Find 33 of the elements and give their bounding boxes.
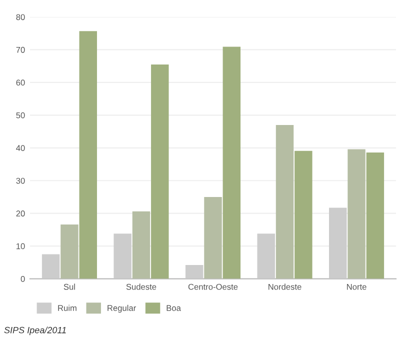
x-tick-label: Norte xyxy=(347,284,366,290)
x-tick-label: Sul xyxy=(64,284,75,290)
bar xyxy=(60,224,78,279)
bar xyxy=(114,234,132,279)
bar xyxy=(222,46,241,279)
y-tick-label: 30 xyxy=(16,178,25,184)
x-tick-label: Centro-Oeste xyxy=(188,284,238,290)
bar xyxy=(132,211,150,279)
legend-label: Ruim xyxy=(58,304,76,311)
bar xyxy=(366,152,384,279)
y-tick-label: 60 xyxy=(16,80,25,86)
legend-label: Boa xyxy=(166,305,181,311)
y-tick-label: 80 xyxy=(16,14,25,20)
legend-label: Regular xyxy=(108,304,136,313)
bar xyxy=(151,64,169,279)
x-tick-label: Sudeste xyxy=(126,284,156,290)
y-tick-label: 20 xyxy=(16,210,25,216)
x-tick-label: Nordeste xyxy=(268,284,302,290)
y-tick-label: 40 xyxy=(16,145,25,151)
y-tick-label: 50 xyxy=(16,112,25,118)
bar xyxy=(294,150,312,279)
bar xyxy=(204,196,222,279)
y-tick-label: 10 xyxy=(16,243,25,250)
y-tick-label: 70 xyxy=(16,46,25,53)
bar xyxy=(329,208,347,279)
y-tick-label: 0 xyxy=(20,276,25,282)
bar xyxy=(42,254,60,279)
bar xyxy=(348,149,366,279)
bar xyxy=(79,31,97,279)
bar xyxy=(276,124,294,279)
text: SIPS Ipea/2011 xyxy=(4,326,66,336)
bar xyxy=(257,234,275,279)
bar xyxy=(185,265,204,279)
